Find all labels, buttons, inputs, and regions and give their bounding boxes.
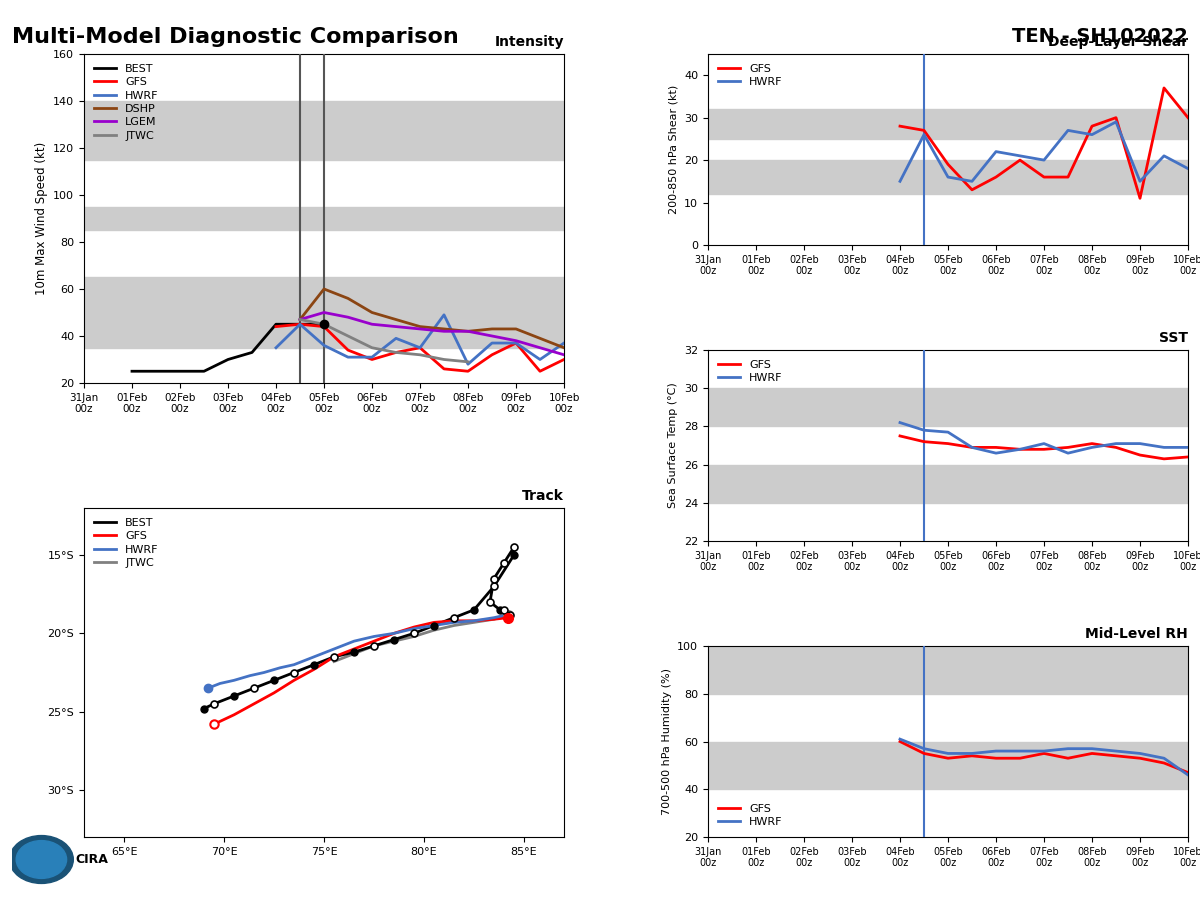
Text: CIRA: CIRA	[74, 853, 108, 866]
Bar	[84, 207, 564, 230]
Text: Deep-Layer Shear: Deep-Layer Shear	[1048, 35, 1188, 49]
Legend: BEST, GFS, HWRF, DSHP, LGEM, JTWC: BEST, GFS, HWRF, DSHP, LGEM, JTWC	[90, 59, 163, 145]
Text: Mid-Level RH: Mid-Level RH	[1085, 626, 1188, 641]
Circle shape	[10, 835, 73, 884]
Bar	[708, 742, 1188, 789]
Circle shape	[17, 841, 67, 878]
Text: Multi-Model Diagnostic Comparison: Multi-Model Diagnostic Comparison	[12, 27, 458, 47]
Bar	[84, 277, 564, 347]
Bar	[708, 388, 1188, 427]
Text: TEN - SH102022: TEN - SH102022	[1012, 27, 1188, 46]
Y-axis label: Sea Surface Temp (°C): Sea Surface Temp (°C)	[668, 382, 678, 508]
Y-axis label: 10m Max Wind Speed (kt): 10m Max Wind Speed (kt)	[35, 142, 48, 295]
Bar	[708, 646, 1188, 694]
Legend: GFS, HWRF: GFS, HWRF	[714, 356, 787, 388]
Legend: GFS, HWRF: GFS, HWRF	[714, 799, 787, 832]
Y-axis label: 700-500 hPa Humidity (%): 700-500 hPa Humidity (%)	[661, 668, 672, 815]
Text: Intensity: Intensity	[494, 35, 564, 49]
Legend: GFS, HWRF: GFS, HWRF	[714, 59, 787, 92]
Bar	[84, 101, 564, 159]
Text: Track: Track	[522, 489, 564, 503]
Text: SST: SST	[1159, 330, 1188, 345]
Y-axis label: 200-850 hPa Shear (kt): 200-850 hPa Shear (kt)	[668, 85, 678, 214]
Bar	[708, 464, 1188, 503]
Bar	[708, 109, 1188, 139]
Bar	[708, 160, 1188, 194]
Legend: BEST, GFS, HWRF, JTWC: BEST, GFS, HWRF, JTWC	[90, 514, 163, 572]
